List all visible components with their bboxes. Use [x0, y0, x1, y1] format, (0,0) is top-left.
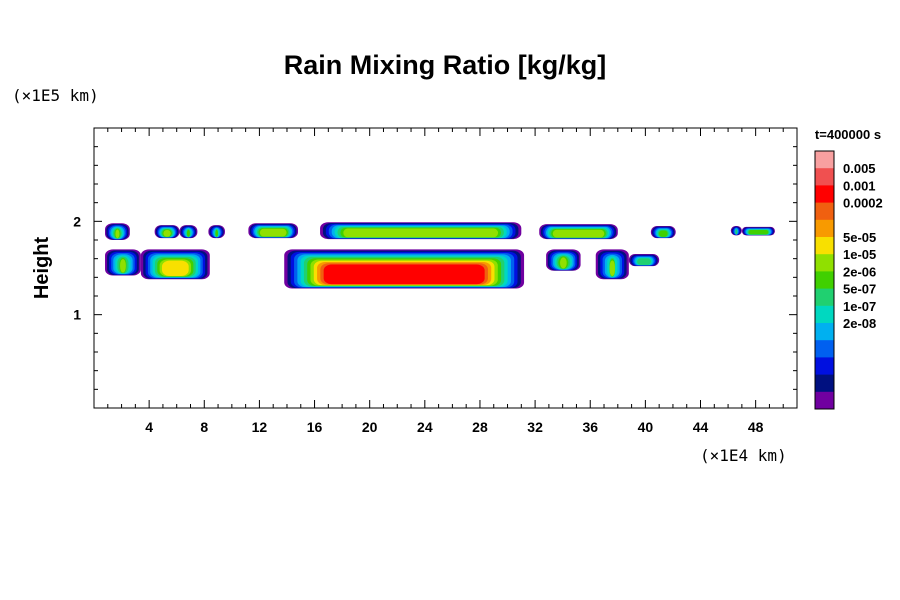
contour-band — [735, 229, 738, 235]
colorbar-swatch — [815, 168, 834, 186]
chart-title: Rain Mixing Ratio [kg/kg] — [284, 50, 607, 80]
rain-region — [741, 226, 775, 236]
colorbar-swatch — [815, 340, 834, 358]
colorbar-swatch — [815, 391, 834, 410]
contour-band — [215, 229, 219, 237]
colorbar-label: 2e-08 — [843, 316, 876, 331]
rain-region — [546, 249, 581, 271]
contour-band — [637, 258, 651, 265]
contour-band — [552, 229, 605, 238]
colorbar-swatch — [815, 202, 834, 221]
rain-region — [105, 249, 141, 276]
x-tick-label: 36 — [582, 419, 598, 435]
contour-band — [748, 230, 769, 235]
contour-band — [259, 228, 287, 237]
colorbar-swatch — [815, 151, 834, 169]
rain-region — [105, 223, 130, 240]
contour-band — [161, 260, 189, 276]
colorbar-frame — [814, 150, 835, 410]
contour-band — [323, 264, 485, 285]
x-tick-label: 28 — [472, 419, 488, 435]
colorbar-label: 5e-05 — [843, 230, 876, 245]
rain-region — [650, 226, 676, 239]
contour-band — [658, 230, 668, 237]
x-tick-label: 48 — [748, 419, 764, 435]
y-axis-label: Height — [31, 237, 53, 300]
colorbar: 0.005 0.001 0.0002 5e-05 1e-05 2e-06 5e-07 1e-0… — [814, 150, 883, 410]
y-tick-label: 1 — [73, 307, 81, 323]
x-unit-label: (×1E4 km) — [700, 446, 787, 465]
colorbar-swatch — [815, 271, 834, 290]
contour-band — [609, 260, 615, 277]
colorbar-swatch — [815, 374, 834, 393]
time-label: t=400000 s — [815, 127, 881, 142]
contour-band — [186, 229, 190, 237]
rain-region — [208, 225, 225, 239]
contour-band — [343, 228, 499, 238]
colorbar-swatch — [815, 288, 834, 307]
colorbar-label: 0.0002 — [843, 196, 883, 211]
x-tick-label: 24 — [417, 419, 433, 435]
contour-band — [115, 229, 120, 239]
colorbar-swatch — [815, 305, 834, 324]
x-tick-label: 32 — [527, 419, 543, 435]
contour-band — [560, 257, 567, 269]
rain-region — [539, 224, 618, 240]
rain-region — [284, 249, 525, 289]
colorbar-label: 5e-07 — [843, 282, 876, 297]
rain-region — [140, 249, 210, 280]
rain-field — [105, 222, 775, 289]
x-tick-label: 12 — [252, 419, 268, 435]
colorbar-swatch — [815, 323, 834, 341]
colorbar-swatch — [815, 185, 834, 204]
rain-region — [320, 222, 522, 240]
colorbar-swatch — [815, 219, 834, 238]
colorbar-swatch — [815, 254, 834, 272]
x-tick-label: 44 — [693, 419, 709, 435]
colorbar-swatch — [815, 357, 834, 376]
colorbar-swatch — [815, 237, 834, 255]
x-tick-label: 8 — [200, 419, 208, 435]
y-tick-label: 2 — [73, 213, 81, 229]
x-tick-label: 20 — [362, 419, 378, 435]
rain-region — [628, 254, 660, 267]
rain-region — [730, 226, 742, 236]
contour-band — [163, 229, 171, 237]
colorbar-label: 2e-06 — [843, 264, 876, 279]
rain-region — [179, 225, 198, 239]
rain-region — [595, 249, 629, 280]
colorbar-label: 1e-05 — [843, 247, 876, 262]
plot-frame — [93, 127, 798, 409]
y-unit-label: (×1E5 km) — [12, 86, 99, 105]
rain-region — [154, 225, 180, 239]
x-tick-label: 4 — [145, 419, 153, 435]
x-tick-label: 16 — [307, 419, 323, 435]
rain-region — [248, 223, 299, 239]
contour-band — [120, 259, 126, 273]
colorbar-label: 0.005 — [843, 161, 876, 176]
x-tick-label: 40 — [638, 419, 654, 435]
colorbar-label: 1e-07 — [843, 299, 876, 314]
colorbar-label: 0.001 — [843, 178, 876, 193]
